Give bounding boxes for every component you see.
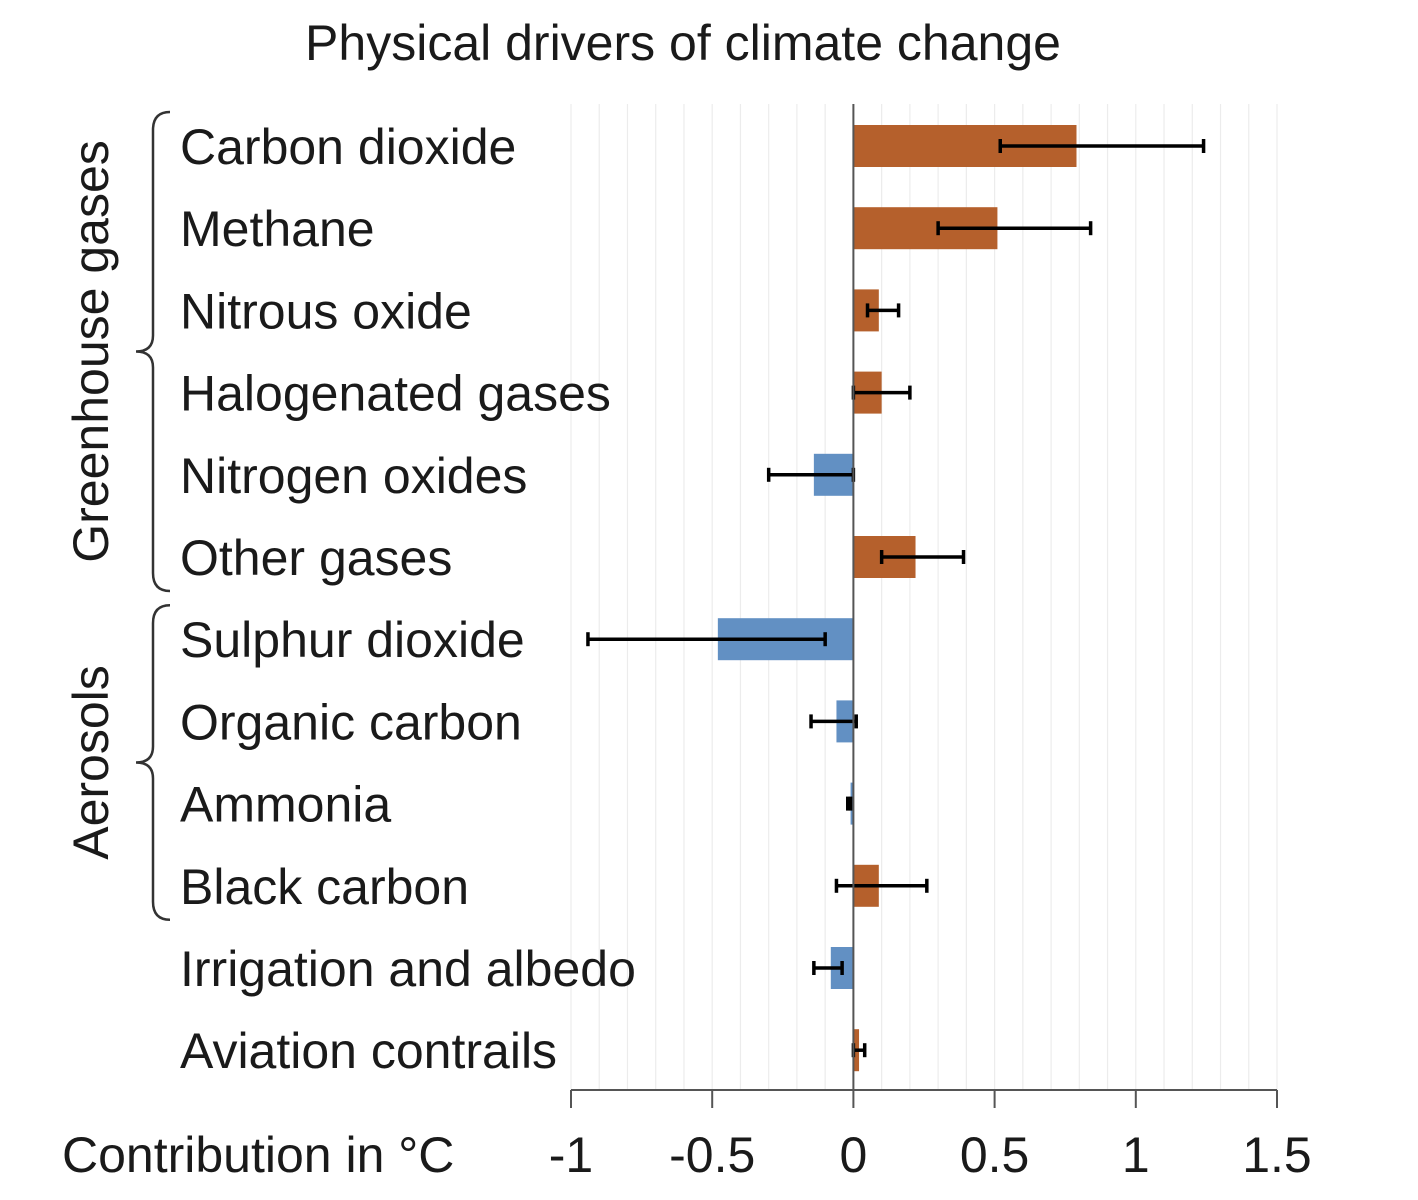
category-label: Organic carbon — [180, 694, 522, 750]
error-bar — [834, 878, 929, 893]
x-axis: -1 -0.5 0 0.5 1 1.5 — [549, 104, 1312, 1183]
group-brackets: Greenhouse gases Aerosols — [63, 110, 171, 922]
category-label: Methane — [180, 201, 375, 257]
x-tick-label: 1 — [1122, 1127, 1150, 1183]
group-label: Aerosols — [63, 665, 119, 860]
x-tick-label: 1.5 — [1242, 1127, 1312, 1183]
error-bar — [936, 221, 1093, 236]
error-bars — [586, 139, 1206, 1058]
error-bar — [809, 714, 858, 729]
category-label: Nitrous oxide — [180, 283, 472, 339]
category-label: Ammonia — [180, 777, 391, 833]
category-label: Halogenated gases — [180, 366, 611, 422]
category-label: Aviation contrails — [180, 1023, 557, 1079]
error-bar — [586, 632, 827, 647]
group-label: Greenhouse gases — [63, 140, 119, 563]
category-label: Other gases — [180, 530, 452, 586]
x-tick-label: 0 — [839, 1127, 867, 1183]
grid — [570, 104, 1278, 1090]
error-bar — [812, 961, 844, 975]
error-bar — [879, 550, 966, 564]
category-label: Carbon dioxide — [180, 119, 516, 175]
category-label: Black carbon — [180, 859, 469, 915]
category-labels: Carbon dioxide Methane Nitrous oxide Haloge… — [180, 119, 636, 1079]
x-tick-label: -1 — [549, 1127, 593, 1183]
chart-title: Physical drivers of climate change — [305, 15, 1061, 71]
error-bar — [998, 139, 1206, 153]
category-label: Irrigation and albedo — [180, 941, 636, 997]
x-tick-label: -0.5 — [669, 1127, 755, 1183]
x-axis-label: Contribution in °C — [62, 1127, 454, 1183]
group-bracket — [135, 110, 171, 593]
x-tick-label: 0.5 — [960, 1127, 1030, 1183]
error-bar — [846, 796, 853, 811]
category-label: Nitrogen oxides — [180, 448, 527, 504]
group-bracket — [135, 603, 171, 922]
error-bar — [865, 303, 901, 318]
category-label: Sulphur dioxide — [180, 612, 525, 668]
